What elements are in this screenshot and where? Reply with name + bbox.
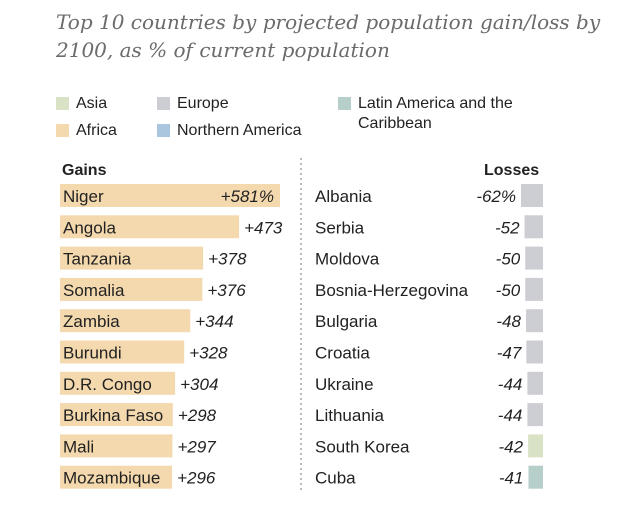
gain-bar — [60, 434, 173, 458]
gain-country-label: Mali — [63, 437, 94, 456]
gain-bar — [60, 277, 203, 301]
loss-value-label: -44 — [498, 406, 523, 425]
loss-value-label: -41 — [499, 469, 524, 488]
gains-bars: Niger +581% Angola +473 Tanzania +378 Somalia +… — [60, 184, 283, 489]
gain-bar — [60, 403, 173, 427]
gain-bar — [60, 465, 173, 489]
legend-label-northern-america: Northern America — [177, 122, 302, 139]
losses-bars: Albania -62% Serbia -52 Moldova -50 Bosnia-Her… — [315, 184, 543, 489]
gain-country-label: Angola — [63, 218, 116, 237]
gain-country-label: Somalia — [63, 281, 125, 300]
chart-title: Top 10 countries by projected population… — [56, 10, 601, 62]
loss-value-label: -50 — [496, 250, 521, 269]
loss-bar — [526, 340, 543, 364]
loss-bar — [528, 465, 543, 489]
loss-bar — [524, 215, 543, 239]
gain-value-label: +304 — [180, 375, 218, 394]
loss-country-label: Bulgaria — [315, 312, 378, 331]
loss-country-label: Lithuania — [315, 406, 385, 425]
gain-bar — [60, 184, 280, 207]
gain-country-label: D.R. Congo — [63, 375, 152, 394]
loss-country-label: Croatia — [315, 344, 370, 363]
legend-swatch-northern-america — [157, 124, 170, 137]
gain-value-label: +376 — [207, 281, 246, 300]
gain-country-label: Niger — [63, 187, 104, 206]
loss-bar — [528, 434, 543, 458]
gain-country-label: Tanzania — [63, 250, 132, 269]
gain-country-label: Burundi — [63, 344, 122, 363]
gain-value-label: +378 — [208, 250, 247, 269]
losses-header: Losses — [484, 162, 540, 179]
loss-value-label: -47 — [497, 344, 522, 363]
gain-bar — [60, 340, 185, 364]
legend-swatch-asia — [56, 97, 69, 110]
loss-value-label: -52 — [495, 218, 520, 237]
legend-swatch-africa — [56, 124, 69, 137]
gain-value-label: +473 — [244, 218, 283, 237]
gain-value-label: +298 — [178, 406, 217, 425]
loss-country-label: Bosnia-Herzegovina — [315, 281, 469, 300]
gain-bar — [60, 371, 176, 395]
gain-bar — [60, 215, 240, 239]
loss-bar — [525, 246, 543, 270]
gain-bar — [60, 246, 204, 270]
loss-country-label: Albania — [315, 187, 372, 206]
loss-country-label: South Korea — [315, 437, 410, 456]
loss-country-label: Ukraine — [315, 375, 374, 394]
legend-label-asia: Asia — [76, 95, 108, 112]
legend-label-europe: Europe — [177, 95, 229, 112]
loss-value-label: -50 — [496, 281, 521, 300]
gain-value-label: +344 — [195, 312, 233, 331]
loss-country-label: Cuba — [315, 469, 356, 488]
loss-value-label: -62% — [476, 187, 516, 206]
loss-bar — [525, 309, 543, 333]
gain-value-label: +296 — [177, 469, 216, 488]
gain-country-label: Burkina Faso — [63, 406, 163, 425]
gain-value-label: +297 — [177, 437, 216, 456]
loss-bar — [521, 184, 543, 207]
legend-label-africa: Africa — [76, 122, 117, 139]
loss-value-label: -44 — [498, 375, 523, 394]
loss-bar — [527, 371, 543, 395]
gain-value-label: +581% — [221, 187, 274, 206]
gain-bar — [60, 309, 191, 333]
loss-bar — [525, 277, 543, 301]
loss-value-label: -42 — [499, 437, 524, 456]
loss-value-label: -48 — [496, 312, 521, 331]
legend-swatch-europe — [157, 97, 170, 110]
legend-label-latin-america: Latin America and the Caribbean — [358, 95, 513, 132]
gain-country-label: Zambia — [63, 312, 120, 331]
gain-country-label: Mozambique — [63, 469, 160, 488]
gains-header: Gains — [62, 162, 107, 179]
legend-swatch-latin-america — [338, 97, 351, 110]
loss-bar — [527, 403, 543, 427]
loss-country-label: Moldova — [315, 250, 380, 269]
gain-value-label: +328 — [189, 344, 228, 363]
loss-country-label: Serbia — [315, 218, 365, 237]
